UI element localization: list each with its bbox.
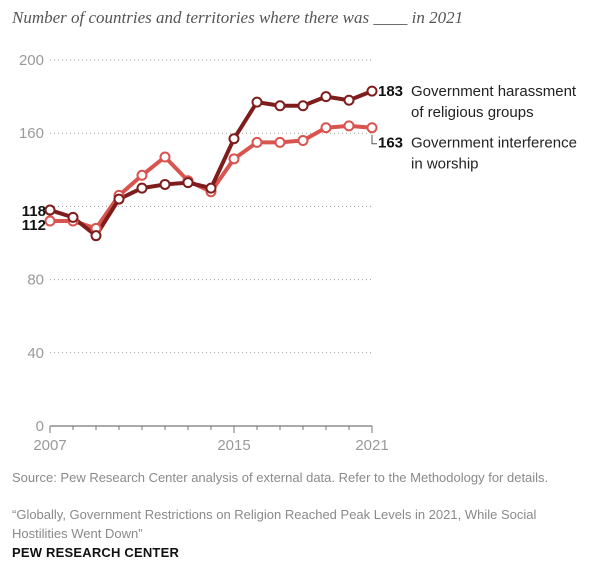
data-point-0 — [228, 133, 240, 145]
data-point-1 — [159, 151, 171, 163]
x-tick-label: 2007 — [33, 437, 66, 454]
data-point-0 — [90, 230, 102, 242]
series-label-interference-2: in worship — [411, 156, 479, 173]
data-point-1 — [274, 136, 286, 148]
x-tick-label: 2021 — [355, 437, 388, 454]
data-point-1 — [44, 215, 56, 227]
data-point-0 — [113, 193, 125, 205]
data-point-0 — [297, 100, 309, 112]
leader-line — [371, 134, 377, 145]
series-label-harassment-1: Government harassment — [411, 83, 577, 100]
x-tick-label: 2015 — [217, 437, 250, 454]
grid-layer — [50, 59, 372, 354]
data-point-0 — [343, 94, 355, 106]
chart-subtitle: Number of countries and territories wher… — [12, 8, 464, 27]
end-value-harassment: 183 — [378, 83, 403, 100]
source-note: Source: Pew Research Center analysis of … — [12, 470, 549, 485]
data-point-1 — [228, 153, 240, 165]
data-point-0 — [366, 85, 378, 97]
data-point-1 — [136, 169, 148, 181]
data-point-0 — [159, 178, 171, 190]
data-point-0 — [44, 204, 56, 216]
data-point-1 — [251, 136, 263, 148]
data-point-0 — [274, 100, 286, 112]
data-point-0 — [320, 91, 332, 103]
data-point-1 — [343, 120, 355, 132]
data-point-1 — [320, 122, 332, 134]
y-tick-label: 80 — [27, 272, 44, 289]
series-layer — [44, 85, 378, 242]
series-line-0 — [48, 89, 374, 238]
start-label-interference: 112 — [22, 217, 46, 234]
series-label-harassment-2: of religious groups — [411, 104, 534, 121]
brand-logo-text: PEW RESEARCH CENTER — [12, 545, 180, 560]
data-point-0 — [182, 177, 194, 189]
data-point-0 — [136, 182, 148, 194]
y-tick-label: 40 — [27, 345, 44, 362]
data-point-0 — [251, 96, 263, 108]
end-value-interference: 163 — [378, 135, 403, 152]
data-point-0 — [205, 182, 217, 194]
y-tick-label: 0 — [36, 418, 44, 435]
axis-layer: 0 40 80 160 200 2007 2015 2021 — [19, 52, 389, 454]
report-title: “Globally, Government Restrictions on Re… — [12, 507, 537, 541]
data-point-1 — [297, 135, 309, 147]
start-label-harassment: 118 — [22, 203, 46, 220]
data-point-1 — [366, 122, 378, 134]
series-line-1 — [48, 123, 374, 231]
y-tick-label: 200 — [19, 52, 44, 69]
series-label-interference-1: Government interference — [411, 135, 577, 152]
y-tick-label: 160 — [19, 125, 44, 142]
data-point-0 — [67, 211, 79, 223]
